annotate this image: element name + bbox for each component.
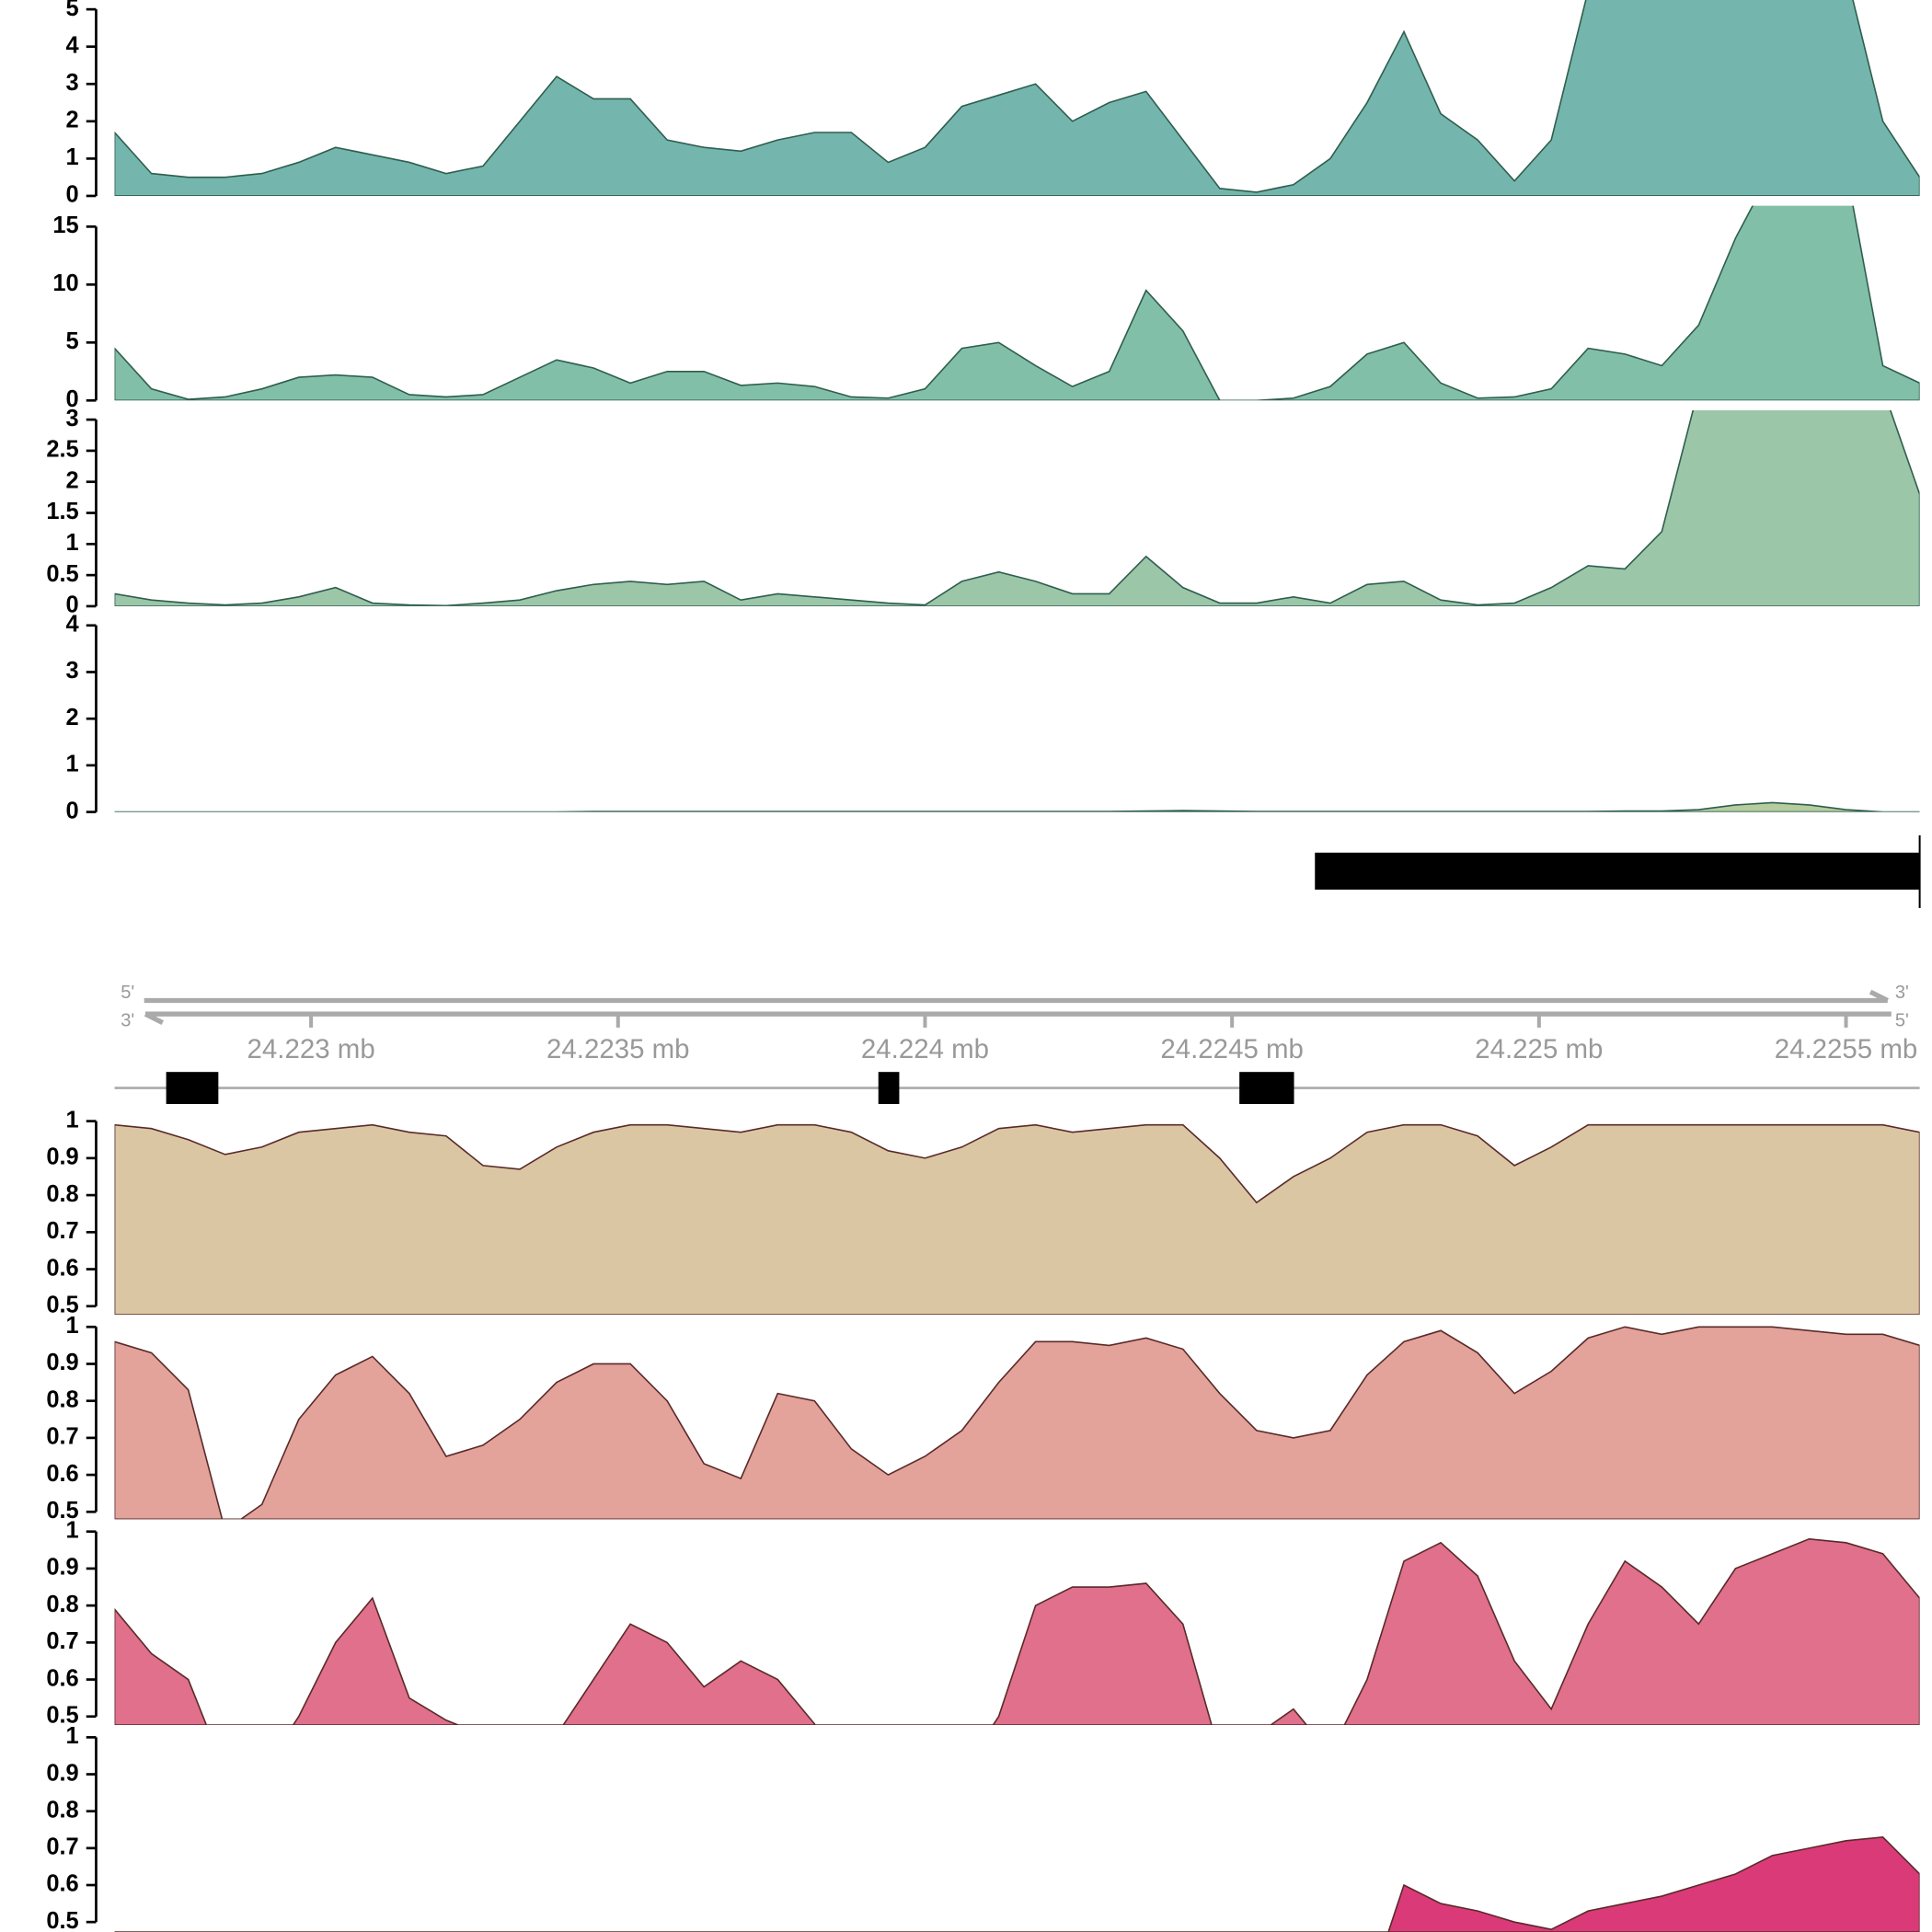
area [114, 801, 1920, 812]
y-tick-label: 15 [52, 213, 78, 238]
y-tick-label: 0 [66, 182, 79, 208]
feature [1239, 1072, 1294, 1104]
y-tick-label: 0.6 [46, 1255, 78, 1281]
strand-label: 3' [121, 1011, 134, 1031]
area [114, 1326, 1920, 1520]
y-tick-label: 1 [66, 144, 79, 170]
y-tick-label: 4 [66, 32, 80, 58]
y-tick-label: 3 [66, 406, 79, 431]
y-tick-label: 5 [66, 328, 79, 354]
y-tick-label: 0.9 [46, 1350, 78, 1375]
y-tick-label: 2 [66, 108, 79, 133]
y-tick-label: 3 [66, 70, 79, 96]
y-tick-label: 0.7 [46, 1424, 78, 1450]
y-tick-label: 0.5 [46, 1498, 78, 1524]
y-tick-label: 1 [66, 530, 79, 556]
y-tick-label: 0.7 [46, 1834, 78, 1860]
y-tick-label: 0.8 [46, 1386, 78, 1412]
area [114, 0, 1920, 196]
y-tick-label: 2 [66, 467, 79, 493]
y-tick-label: 10 [52, 270, 78, 296]
y-tick-label: 3 [66, 658, 79, 684]
area [114, 1123, 1920, 1316]
area [114, 205, 1920, 401]
area [114, 1537, 1920, 1725]
y-tick-label: 0.8 [46, 1181, 78, 1207]
y-tick-label: 5 [66, 0, 79, 21]
x-tick-label: 24.2245 mb [1160, 1034, 1304, 1064]
strand-arrow [144, 989, 1889, 1004]
y-tick-label: 0.9 [46, 1760, 78, 1786]
area [114, 409, 1920, 606]
y-tick-label: 0 [66, 386, 79, 412]
y-tick-label: 4 [66, 612, 80, 638]
y-tick-label: 0.6 [46, 1461, 78, 1487]
y-tick-label: 0 [66, 798, 79, 823]
x-tick-label: 24.224 mb [861, 1034, 989, 1064]
y-tick-label: 0.9 [46, 1144, 78, 1170]
x-tick-label: 24.225 mb [1475, 1034, 1603, 1064]
y-tick-label: 0.5 [46, 561, 78, 587]
y-tick-label: 0.5 [46, 1702, 78, 1728]
x-tick-label: 24.2255 mb [1775, 1034, 1918, 1064]
y-tick-label: 1 [66, 752, 79, 777]
y-tick-label: 1 [66, 1517, 79, 1543]
y-tick-label: 2.5 [46, 437, 78, 463]
feature [878, 1072, 900, 1104]
feature [166, 1072, 219, 1104]
y-tick-label: 1 [66, 1723, 79, 1749]
y-tick-label: 0.7 [46, 1628, 78, 1654]
y-tick-label: 0.8 [46, 1797, 78, 1823]
strand-label: 5' [121, 983, 134, 1003]
y-tick-label: 0.9 [46, 1555, 78, 1581]
strand-label: 5' [1895, 1011, 1909, 1031]
area [114, 1835, 1920, 1932]
x-tick-label: 24.2235 mb [546, 1034, 690, 1064]
y-tick-label: 0 [66, 592, 79, 618]
y-tick-label: 2 [66, 705, 79, 730]
y-tick-label: 1 [66, 1107, 79, 1133]
y-tick-label: 0.6 [46, 1871, 78, 1897]
y-tick-label: 0.5 [46, 1908, 78, 1932]
y-tick-label: 1.5 [46, 499, 78, 524]
feature [1315, 852, 1920, 890]
strand-arrow [144, 1011, 1892, 1026]
y-tick-label: 0.8 [46, 1592, 78, 1617]
y-tick-label: 0.5 [46, 1292, 78, 1317]
x-tick-label: 24.223 mb [247, 1034, 375, 1064]
y-tick-label: 0.6 [46, 1665, 78, 1691]
y-tick-label: 0.7 [46, 1218, 78, 1244]
y-tick-label: 1 [66, 1313, 79, 1339]
strand-label: 3' [1895, 983, 1909, 1003]
